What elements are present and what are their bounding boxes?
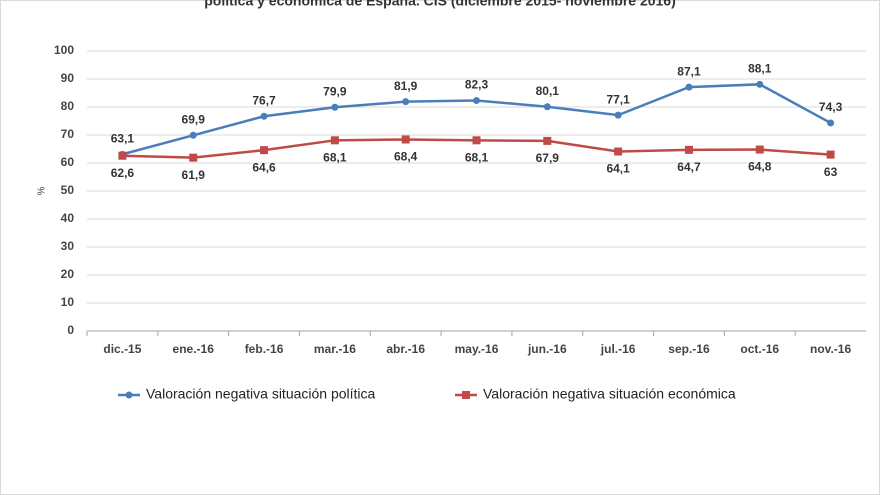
data-label: 63,1: [111, 131, 135, 145]
data-point: [118, 151, 127, 160]
data-label: 67,9: [536, 151, 560, 165]
y-tick-label: 10: [61, 295, 75, 309]
x-tick-label: abr.-16: [386, 342, 425, 356]
y-tick-label: 70: [61, 127, 75, 141]
data-point: [402, 98, 410, 106]
x-tick-label: feb.-16: [245, 342, 284, 356]
x-tick-label: sep.-16: [668, 342, 710, 356]
chart-title: política y económica de España. CIS (dic…: [204, 0, 676, 9]
data-point: [331, 103, 339, 111]
data-label: 62,6: [111, 166, 135, 180]
data-label: 80,1: [536, 84, 560, 98]
data-point: [543, 103, 551, 111]
data-label: 64,1: [606, 162, 630, 176]
y-tick-label: 0: [67, 323, 74, 337]
data-label: 77,1: [606, 92, 630, 106]
x-tick-label: jun.-16: [527, 342, 567, 356]
data-point: [755, 145, 764, 154]
data-point: [330, 136, 339, 145]
legend-marker: [125, 391, 133, 399]
data-label: 81,9: [394, 79, 418, 93]
data-point: [543, 136, 552, 145]
x-tick-label: mar.-16: [314, 342, 356, 356]
data-point: [684, 145, 693, 154]
data-label: 74,3: [819, 100, 843, 114]
data-label: 76,7: [252, 93, 276, 107]
data-label: 64,8: [748, 160, 772, 174]
legend-label: Valoración negativa situación económica: [483, 386, 736, 402]
data-point: [260, 112, 268, 120]
data-point: [614, 111, 622, 119]
data-point: [473, 97, 480, 105]
data-label: 69,9: [182, 112, 206, 126]
data-label: 82,3: [465, 78, 489, 92]
legend-marker: [462, 391, 470, 399]
data-label: 68,4: [394, 150, 418, 164]
data-point: [614, 147, 623, 156]
y-tick-label: 50: [61, 183, 75, 197]
y-tick-label: 90: [61, 71, 75, 85]
x-tick-label: ene.-16: [173, 342, 215, 356]
data-label: 79,9: [323, 84, 347, 98]
data-label: 64,6: [252, 160, 276, 174]
y-tick-label: 30: [61, 239, 75, 253]
x-tick-label: may.-16: [455, 342, 499, 356]
x-tick-label: oct.-16: [740, 342, 779, 356]
y-tick-label: 100: [54, 43, 74, 57]
y-tick-label: 40: [61, 211, 75, 225]
y-tick-label: 80: [61, 99, 75, 113]
y-tick-label: 60: [61, 155, 75, 169]
y-axis-label: %: [37, 186, 48, 195]
data-point: [401, 135, 410, 144]
y-tick-label: 20: [61, 267, 75, 281]
x-tick-label: dic.-15: [103, 342, 141, 356]
data-label: 68,1: [323, 150, 347, 164]
data-label: 87,1: [677, 64, 701, 78]
data-point: [472, 136, 481, 145]
x-tick-label: nov.-16: [810, 342, 851, 356]
data-point: [826, 150, 835, 159]
data-label: 63: [824, 165, 838, 179]
data-point: [189, 153, 198, 162]
data-label: 68,1: [465, 150, 489, 164]
legend-label: Valoración negativa situación política: [146, 386, 376, 402]
data-point: [260, 146, 269, 155]
data-label: 64,7: [677, 160, 701, 174]
data-label: 88,1: [748, 61, 772, 75]
data-point: [756, 80, 764, 88]
data-point: [827, 119, 835, 127]
data-point: [189, 131, 197, 139]
data-label: 61,9: [182, 168, 206, 182]
data-point: [685, 83, 693, 91]
x-tick-label: jul.-16: [600, 342, 636, 356]
